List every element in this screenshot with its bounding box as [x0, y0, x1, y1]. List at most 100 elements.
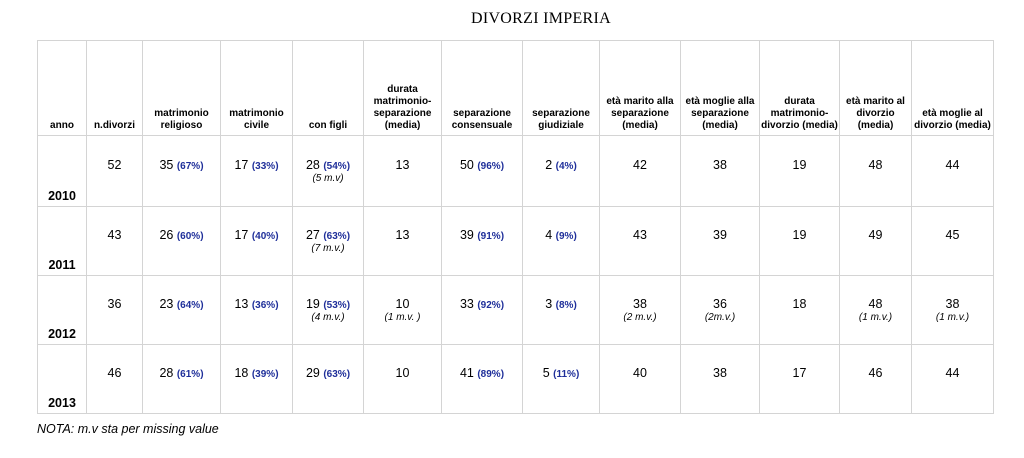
header-matrimonio-religioso: matrimonio religioso: [142, 40, 221, 136]
percent-value: (92%): [477, 300, 505, 311]
header-eta-marito-div: età marito al divorzio (media): [839, 40, 912, 136]
n-divorzi-cell: 36: [86, 275, 143, 345]
n-divorzi-cell: 46: [86, 344, 143, 414]
value: 39: [459, 228, 474, 242]
durata-sep-cell: 13: [363, 206, 442, 276]
table-row: 2013 46 28 (61%) 18 (39%) 29 (63%) 10 41 (89%)…: [37, 344, 994, 414]
value: 35: [159, 158, 174, 172]
value: 50: [459, 158, 474, 172]
value: 19: [792, 228, 807, 242]
eta-marito-sep-cell: 40: [599, 344, 681, 414]
con-figli-cell: 29 (63%): [292, 344, 364, 414]
percent-value: (67%): [176, 161, 204, 172]
value: 46: [107, 366, 122, 380]
percent-value: (4%): [555, 161, 577, 172]
year-cell: 2012: [37, 275, 87, 345]
religioso-cell: 23 (64%): [142, 275, 221, 345]
percent-value: (36%): [251, 300, 279, 311]
eta-moglie-div-cell: 38 (1 m.v.): [911, 275, 994, 345]
header-n-divorzi: n.divorzi: [86, 40, 143, 136]
durata-sep-cell: 10 (1 m.v. ): [363, 275, 442, 345]
value: 17: [234, 158, 249, 172]
value: 17: [234, 228, 249, 242]
value: 45: [945, 228, 960, 242]
consensuale-cell: 41 (89%): [441, 344, 523, 414]
durata-div-cell: 19: [759, 206, 840, 276]
giudiziale-cell: 5 (11%): [522, 344, 600, 414]
value: 38: [713, 158, 727, 172]
eta-marito-sep-cell: 43: [599, 206, 681, 276]
eta-marito-sep-cell: 38 (2 m.v.): [599, 275, 681, 345]
eta-moglie-sep-cell: 36 (2m.v.): [680, 275, 760, 345]
percent-value: (64%): [176, 300, 204, 311]
header-eta-moglie-div: età moglie al divorzio (media): [911, 40, 994, 136]
footnote: NOTA: m.v sta per missing value: [37, 422, 219, 436]
value: 44: [945, 158, 960, 172]
durata-div-cell: 19: [759, 135, 840, 207]
consensuale-cell: 50 (96%): [441, 135, 523, 207]
con-figli-cell: 27 (63%) (7 m.v.): [292, 206, 364, 276]
header-con-figli: con figli: [292, 40, 364, 136]
value: 43: [633, 228, 647, 242]
giudiziale-cell: 3 (8%): [522, 275, 600, 345]
durata-sep-cell: 13: [363, 135, 442, 207]
percent-value: (63%): [323, 231, 351, 242]
value: 44: [945, 366, 960, 380]
percent-value: (9%): [555, 231, 577, 242]
year-cell: 2010: [37, 135, 87, 207]
value: 13: [234, 297, 249, 311]
value: 48: [868, 297, 883, 311]
year-cell: 2013: [37, 344, 87, 414]
civile-cell: 17 (40%): [220, 206, 293, 276]
percent-value: (8%): [555, 300, 577, 311]
value: 41: [459, 366, 474, 380]
value: 19: [792, 158, 807, 172]
durata-div-cell: 18: [759, 275, 840, 345]
value: 33: [459, 297, 474, 311]
value: 52: [107, 158, 122, 172]
value: 36: [713, 297, 727, 311]
percent-value: (96%): [477, 161, 505, 172]
percent-value: (91%): [477, 231, 505, 242]
missing-value-note: (7 m.v.): [311, 243, 345, 254]
missing-value-note: (2 m.v.): [623, 312, 657, 323]
header-durata-div: durata matrimonio-divorzio (media): [759, 40, 840, 136]
value: 36: [107, 297, 122, 311]
consensuale-cell: 33 (92%): [441, 275, 523, 345]
header-row: anno n.divorzi matrimonio religioso matr…: [37, 40, 994, 136]
value: 23: [159, 297, 174, 311]
value: 26: [159, 228, 174, 242]
value: 13: [395, 228, 410, 242]
value: 49: [868, 228, 883, 242]
n-divorzi-cell: 43: [86, 206, 143, 276]
n-divorzi-cell: 52: [86, 135, 143, 207]
eta-moglie-div-cell: 44: [911, 344, 994, 414]
value: 38: [713, 366, 727, 380]
missing-value-note: (1 m.v. ): [384, 312, 421, 323]
consensuale-cell: 39 (91%): [441, 206, 523, 276]
missing-value-note: (4 m.v.): [311, 312, 345, 323]
eta-marito-div-cell: 48 (1 m.v.): [839, 275, 912, 345]
missing-value-note: (1 m.v.): [935, 312, 970, 323]
header-eta-moglie-sep: età moglie alla separazione (media): [680, 40, 760, 136]
value: 3: [545, 297, 553, 311]
header-consensuale: separazione consensuale: [441, 40, 523, 136]
percent-value: (33%): [251, 161, 279, 172]
table-row: 2011 43 26 (60%) 17 (40%) 27 (63%) (7 m.v.) 13…: [37, 206, 994, 276]
eta-marito-div-cell: 46: [839, 344, 912, 414]
value: 42: [633, 158, 647, 172]
value: 18: [234, 366, 249, 380]
civile-cell: 18 (39%): [220, 344, 293, 414]
value: 4: [545, 228, 553, 242]
civile-cell: 13 (36%): [220, 275, 293, 345]
value: 39: [713, 228, 727, 242]
eta-moglie-sep-cell: 38: [680, 135, 760, 207]
value: 10: [395, 297, 410, 311]
percent-value: (60%): [176, 231, 204, 242]
value: 27: [305, 228, 320, 242]
value: 18: [792, 297, 807, 311]
divorzi-table: anno n.divorzi matrimonio religioso matr…: [37, 40, 994, 414]
value: 10: [395, 366, 410, 380]
giudiziale-cell: 2 (4%): [522, 135, 600, 207]
value: 38: [633, 297, 647, 311]
